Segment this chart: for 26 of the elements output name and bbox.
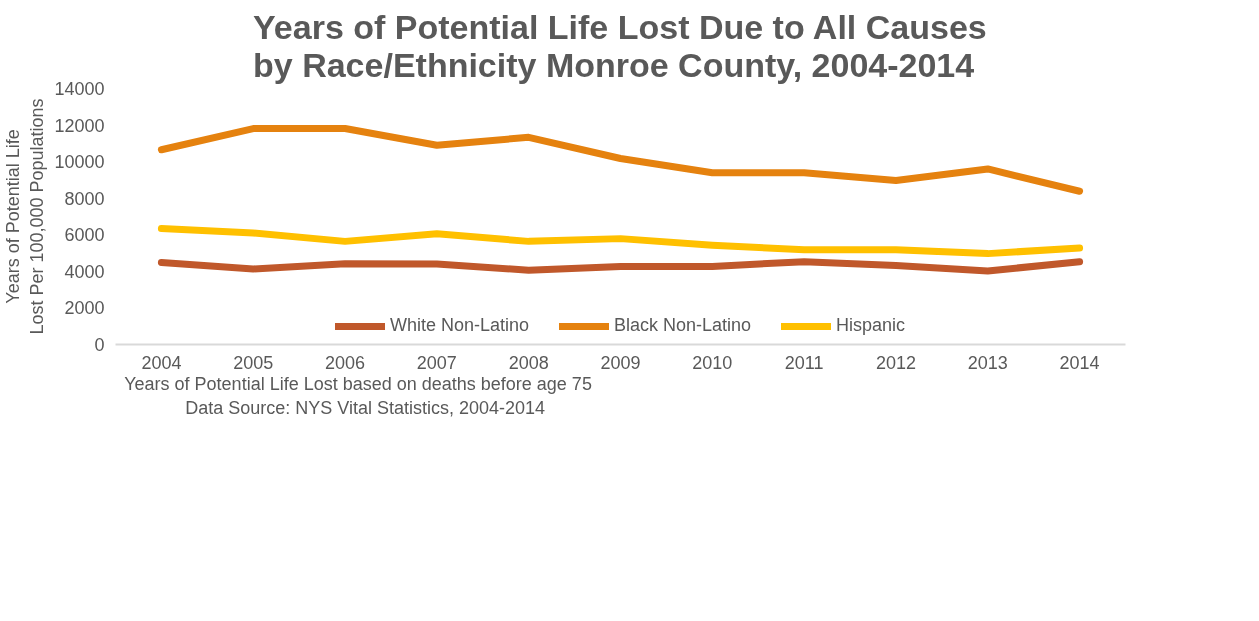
text: Years of Potential Life Lost based on deaths before age 75: [124, 373, 592, 394]
y-axis-title: Years of Potential Life Lost Per 100,000 Populations: [3, 98, 48, 335]
x-tick-label: 2008: [508, 352, 549, 373]
y-tick-label: 14000: [54, 79, 105, 99]
y-tick-label: 4000: [64, 261, 105, 282]
y-tick-label: 6000: [64, 225, 105, 246]
y-tick-label: 8000: [64, 188, 105, 209]
x-tick-label: 2013: [967, 352, 1008, 373]
legend-label: Hispanic: [836, 315, 906, 336]
x-tick-label: 2012: [875, 352, 916, 373]
chart-title: Years of Potential Life Lost Due to All Causes by Race/Ethnicity Monroe County, 2004-2014: [253, 7, 987, 84]
y-tick-label: 2000: [64, 298, 105, 319]
x-tick-label: 2014: [1059, 352, 1100, 373]
x-tick-label: 2011: [784, 352, 824, 373]
x-tick-label: 2004: [141, 352, 182, 373]
legend-label: White Non-Latino: [389, 315, 529, 336]
y-tick-label: 10000: [54, 152, 105, 173]
source-note: Data Source: NYS Vital Statistics, 2004-2014: [185, 397, 546, 418]
x-tick-label: 2005: [233, 352, 274, 373]
legend-label: Black Non-Latino: [613, 315, 752, 336]
x-tick-label: 2010: [692, 352, 733, 373]
x-tick-label: 2009: [600, 352, 641, 373]
y-tick-label: 12000: [54, 115, 105, 136]
x-tick-label: 2006: [325, 352, 366, 373]
x-tick-label: 2007: [416, 352, 457, 373]
y-tick-label: 0: [94, 335, 105, 355]
